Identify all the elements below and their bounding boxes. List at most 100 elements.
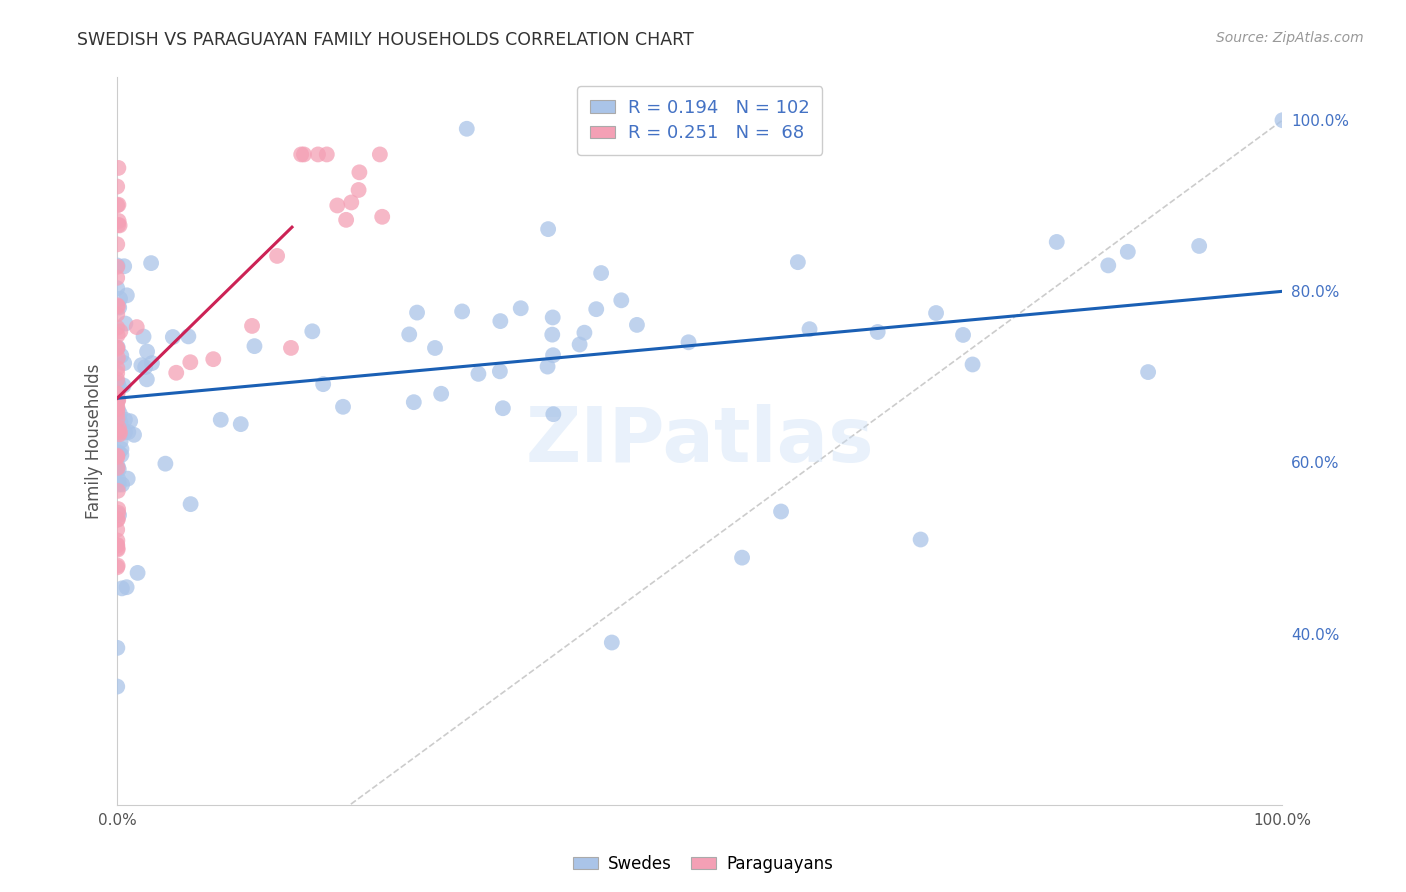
Point xyxy=(537,222,560,236)
Point xyxy=(467,367,489,381)
Point xyxy=(134,360,156,375)
Point xyxy=(105,450,128,464)
Point xyxy=(536,359,558,374)
Point xyxy=(107,351,129,365)
Point xyxy=(456,121,478,136)
Point xyxy=(541,327,564,342)
Point xyxy=(110,448,132,462)
Point xyxy=(509,301,531,316)
Point xyxy=(105,386,128,401)
Point xyxy=(180,497,202,511)
Point xyxy=(925,306,948,320)
Point xyxy=(179,355,201,369)
Point xyxy=(451,304,474,318)
Point xyxy=(107,425,129,439)
Point xyxy=(492,401,515,416)
Point xyxy=(105,513,128,527)
Point xyxy=(115,580,138,594)
Point xyxy=(155,457,177,471)
Point xyxy=(107,461,129,475)
Point xyxy=(335,212,357,227)
Point xyxy=(108,477,131,491)
Text: Source: ZipAtlas.com: Source: ZipAtlas.com xyxy=(1216,31,1364,45)
Point xyxy=(105,461,128,475)
Point xyxy=(107,392,129,407)
Point xyxy=(110,442,132,456)
Point xyxy=(105,680,128,694)
Point xyxy=(107,198,129,212)
Point xyxy=(731,550,754,565)
Point xyxy=(107,458,129,473)
Point xyxy=(132,329,155,343)
Point xyxy=(107,376,129,390)
Point xyxy=(105,342,128,356)
Point xyxy=(112,356,135,370)
Point xyxy=(240,318,263,333)
Point xyxy=(107,502,129,516)
Point xyxy=(105,366,128,380)
Point xyxy=(423,341,446,355)
Point xyxy=(626,318,648,332)
Point xyxy=(105,449,128,463)
Text: SWEDISH VS PARAGUAYAN FAMILY HOUSEHOLDS CORRELATION CHART: SWEDISH VS PARAGUAYAN FAMILY HOUSEHOLDS … xyxy=(77,31,695,49)
Point xyxy=(229,417,252,431)
Point xyxy=(105,391,128,405)
Point xyxy=(110,434,132,449)
Point xyxy=(107,473,129,487)
Point xyxy=(105,560,128,574)
Point xyxy=(105,307,128,321)
Point xyxy=(162,330,184,344)
Point xyxy=(105,298,128,312)
Point xyxy=(107,542,129,557)
Point xyxy=(107,558,129,573)
Point xyxy=(678,335,700,350)
Point xyxy=(107,402,129,417)
Point xyxy=(105,538,128,552)
Point xyxy=(105,237,128,252)
Point xyxy=(107,393,129,408)
Point xyxy=(114,425,136,440)
Point xyxy=(107,218,129,232)
Point xyxy=(114,317,136,331)
Legend: R = 0.194   N = 102, R = 0.251   N =  68: R = 0.194 N = 102, R = 0.251 N = 68 xyxy=(578,87,823,155)
Point xyxy=(111,477,134,491)
Point xyxy=(117,472,139,486)
Point xyxy=(866,325,889,339)
Point xyxy=(107,409,129,424)
Point xyxy=(136,344,159,359)
Y-axis label: Family Households: Family Households xyxy=(86,363,103,519)
Point xyxy=(120,414,142,428)
Point xyxy=(107,386,129,401)
Point xyxy=(125,320,148,334)
Point xyxy=(107,483,129,498)
Point xyxy=(347,183,370,197)
Point xyxy=(112,378,135,392)
Point xyxy=(105,361,128,376)
Point xyxy=(107,541,129,556)
Point xyxy=(105,393,128,408)
Point xyxy=(127,566,149,580)
Point xyxy=(110,416,132,430)
Point xyxy=(610,293,633,308)
Point xyxy=(952,327,974,342)
Point xyxy=(114,412,136,426)
Point xyxy=(135,372,157,386)
Point xyxy=(107,341,129,355)
Point xyxy=(165,366,187,380)
Point xyxy=(105,281,128,295)
Point xyxy=(402,395,425,409)
Point xyxy=(332,400,354,414)
Point xyxy=(406,305,429,319)
Point xyxy=(1097,259,1119,273)
Point xyxy=(111,582,134,596)
Point xyxy=(108,427,131,442)
Point xyxy=(107,411,129,425)
Point xyxy=(105,387,128,401)
Point xyxy=(108,380,131,394)
Point xyxy=(398,327,420,342)
Point xyxy=(105,373,128,387)
Point xyxy=(243,339,266,353)
Point xyxy=(371,210,394,224)
Point xyxy=(1116,244,1139,259)
Point xyxy=(1188,239,1211,253)
